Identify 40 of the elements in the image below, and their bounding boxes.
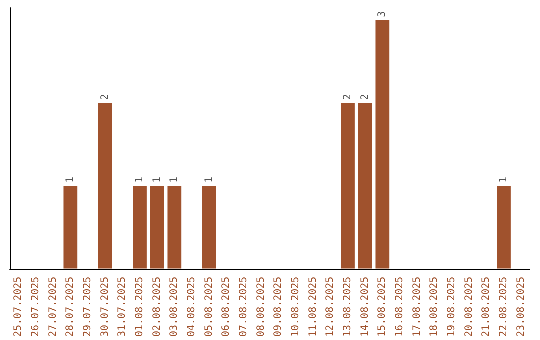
x-tick-label: 06.08.2025 — [221, 276, 232, 338]
x-tick-label: 23.08.2025 — [516, 276, 527, 338]
x-tick-label: 28.07.2025 — [65, 276, 76, 338]
data-label: 1 — [134, 176, 146, 184]
x-tick-label: 17.08.2025 — [412, 276, 423, 338]
data-label: 2 — [100, 94, 111, 100]
x-tick-label: 10.08.2025 — [290, 276, 302, 338]
x-tick-label: 20.08.2025 — [464, 276, 475, 338]
x-tick-label: 29.07.2025 — [82, 276, 94, 338]
x-tick-label: 30.07.2025 — [100, 276, 111, 338]
x-tick-label: 27.07.2025 — [48, 276, 59, 338]
data-label: 1 — [152, 176, 163, 184]
x-tick-label: 22.08.2025 — [498, 276, 510, 338]
x-tick-label: 13.08.2025 — [342, 276, 354, 338]
x-tick-label: 19.08.2025 — [446, 276, 458, 338]
x-tick-label: 05.08.2025 — [204, 276, 215, 338]
x-tick-label: 01.08.2025 — [134, 276, 146, 338]
x-tick-label: 14.08.2025 — [360, 276, 371, 338]
x-tick-label: 25.07.2025 — [13, 276, 24, 338]
x-tick-label: 26.07.2025 — [30, 276, 42, 338]
x-tick-label: 15.08.2025 — [377, 276, 388, 338]
x-tick-label: 31.07.2025 — [117, 276, 128, 338]
data-label: 1 — [169, 176, 180, 184]
data-label: 2 — [342, 94, 354, 100]
x-tick-label: 02.08.2025 — [152, 276, 163, 338]
x-tick-label: 21.08.2025 — [481, 276, 492, 338]
x-tick-label: 11.08.2025 — [308, 276, 319, 338]
x-tick-label: 04.08.2025 — [186, 276, 198, 338]
data-label: 1 — [204, 176, 215, 184]
x-tick-label: 16.08.2025 — [394, 276, 406, 338]
x-tick-label: 07.08.2025 — [238, 276, 250, 338]
data-label: 2 — [360, 94, 371, 100]
x-tick-label: 08.08.2025 — [256, 276, 267, 338]
x-tick-label: 03.08.2025 — [169, 276, 180, 338]
data-label: 3 — [377, 11, 388, 18]
x-tick-label: 18.08.2025 — [429, 276, 440, 338]
x-tick-label: 12.08.2025 — [325, 276, 336, 338]
data-label: 1 — [498, 176, 510, 184]
data-label: 1 — [65, 176, 76, 184]
x-tick-label: 09.08.2025 — [273, 276, 284, 338]
